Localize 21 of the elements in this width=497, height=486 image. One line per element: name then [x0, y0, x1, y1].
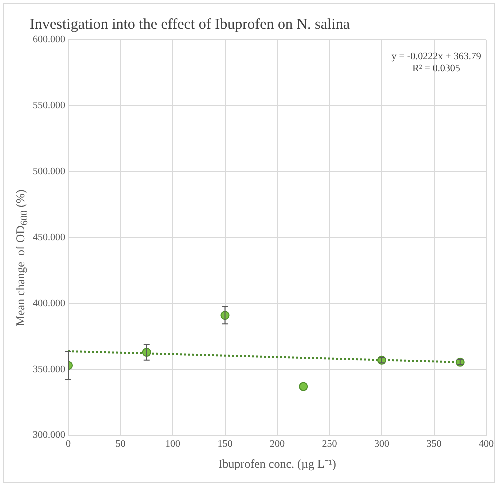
x-tick-label: 150 [218, 439, 233, 450]
chart-title: Investigation into the effect of Ibuprofen on N. salina [30, 16, 350, 33]
x-tick-label: 400 [479, 439, 494, 450]
x-tick-label: 100 [166, 439, 180, 450]
y-tick-label: 400.000 [33, 298, 66, 310]
x-tick-label: 0 [66, 439, 71, 450]
y-tick-label: 350.000 [33, 364, 66, 376]
x-tick-label: 350 [426, 439, 442, 450]
x-tick-label: 250 [322, 439, 338, 450]
x-axis-title: Ibuprofen conc. (µg L⁻¹) [218, 456, 336, 471]
y-tick-label: 550.000 [33, 100, 66, 112]
y-tick-label: 450.000 [33, 232, 66, 244]
x-tick-label: 50 [116, 439, 126, 450]
annotation: R² = 0.0305 [412, 64, 460, 75]
x-tick-label: 300 [374, 439, 390, 450]
y-tick-label: 600.000 [33, 34, 66, 46]
point [299, 382, 308, 392]
x-tick-label: 200 [270, 439, 285, 450]
y-tick-label: 500.000 [33, 166, 66, 178]
annotation: y = -0.0222x + 363.79 [392, 52, 482, 63]
y-tick-label: 300.000 [33, 430, 66, 442]
